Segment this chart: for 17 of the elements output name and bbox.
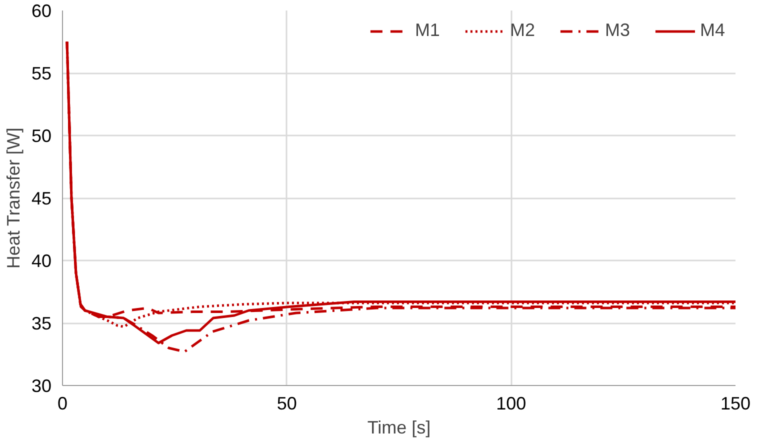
y-tick-label: 45 bbox=[31, 188, 52, 208]
legend-label: M3 bbox=[604, 20, 630, 41]
y-axis-title: Heat Transfer [W] bbox=[3, 128, 24, 269]
y-tick-label: 30 bbox=[31, 376, 52, 396]
y-tick-label: 50 bbox=[31, 126, 52, 146]
x-axis-title: Time [s] bbox=[367, 418, 431, 438]
y-tick-label: 55 bbox=[31, 64, 52, 84]
x-tick-label: 150 bbox=[720, 394, 751, 414]
legend-label: M4 bbox=[700, 20, 725, 41]
x-tick-label: 0 bbox=[57, 394, 68, 414]
legend-label: M1 bbox=[414, 20, 440, 41]
x-tick-label: 50 bbox=[276, 394, 297, 414]
y-tick-label: 40 bbox=[31, 251, 52, 271]
y-tick-label: 60 bbox=[31, 1, 52, 21]
x-tick-label: 100 bbox=[496, 394, 526, 414]
legend-label: M2 bbox=[510, 20, 535, 41]
y-tick-label: 35 bbox=[31, 314, 52, 334]
